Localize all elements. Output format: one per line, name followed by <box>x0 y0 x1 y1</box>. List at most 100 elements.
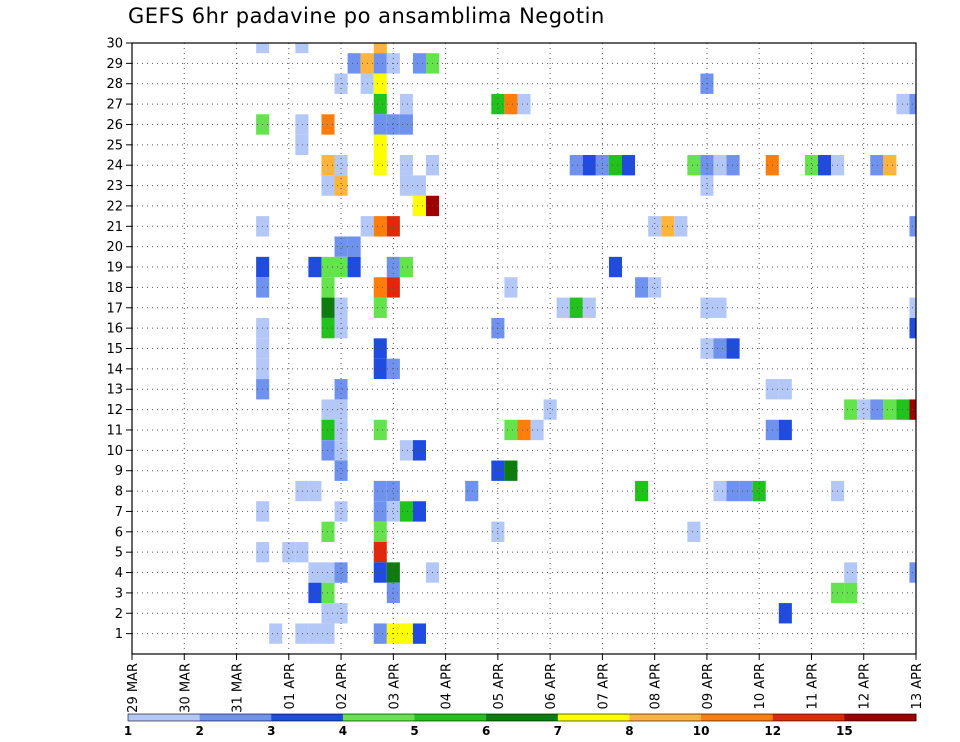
heatmap-cell <box>713 480 727 502</box>
heatmap-cell <box>308 480 322 502</box>
y-tick-label: 9 <box>115 464 123 479</box>
heatmap-cell <box>373 43 387 54</box>
heatmap-cell <box>269 623 283 644</box>
heatmap-cell <box>556 297 570 318</box>
colorbar-frame <box>127 713 917 722</box>
heatmap-cell <box>870 155 884 176</box>
heatmap-cell <box>373 501 387 522</box>
heatmap-cell <box>648 277 662 298</box>
colorbar-label: 5 <box>410 724 418 738</box>
colorbar-segment <box>342 714 416 721</box>
heatmap-cell <box>883 155 897 176</box>
y-tick-label: 12 <box>106 403 123 418</box>
heatmap-cell <box>700 155 714 176</box>
plot-frame <box>131 42 917 655</box>
heatmap-cell <box>256 43 270 54</box>
colorbar-label: 12 <box>764 724 781 738</box>
heatmap-cell <box>635 480 649 502</box>
heatmap-cell <box>674 216 688 237</box>
x-tick-label: 04 APR <box>440 663 455 709</box>
heatmap-cell <box>399 93 413 115</box>
x-tick-label: 03 APR <box>387 663 402 709</box>
heatmap-cell <box>386 256 400 278</box>
y-tick-label: 11 <box>106 423 123 438</box>
heatmap-cell <box>569 155 583 176</box>
heatmap-cell <box>386 501 400 522</box>
heatmap-cell <box>726 338 740 359</box>
x-tick-label: 01 APR <box>283 663 298 709</box>
y-tick-label: 22 <box>106 199 123 214</box>
heatmap-cell <box>713 338 727 359</box>
colorbar-label: 6 <box>482 724 490 738</box>
y-tick-label: 1 <box>115 627 123 642</box>
colorbar-label: 15 <box>836 724 853 738</box>
heatmap-cell <box>857 399 871 420</box>
heatmap-cell <box>295 134 309 156</box>
heatmap-cell <box>883 399 897 420</box>
y-tick-label: 10 <box>106 444 123 459</box>
heatmap-cell <box>687 521 701 542</box>
y-tick-label: 29 <box>106 57 123 72</box>
heatmap-cell <box>504 419 518 441</box>
heatmap-cell <box>844 562 858 583</box>
heatmap-cell <box>517 93 531 115</box>
y-tick-label: 24 <box>106 159 123 174</box>
heatmap-cell <box>282 541 296 563</box>
heatmap-cell <box>386 562 400 583</box>
y-tick-label: 3 <box>115 586 123 601</box>
x-tick-label: 09 APR <box>701 663 716 709</box>
heatmap-cell <box>295 541 309 563</box>
heatmap-cell <box>399 155 413 176</box>
y-tick-label: 2 <box>115 607 123 622</box>
colorbar-segment <box>772 714 845 721</box>
x-tick-label: 30 MAR <box>178 663 193 713</box>
heatmap-cell <box>334 236 348 257</box>
heatmap-cell <box>504 93 518 115</box>
heatmap-cell <box>308 582 322 604</box>
x-tick-label: 06 APR <box>544 663 559 709</box>
colorbar-segment <box>486 714 559 721</box>
heatmap-cell <box>373 216 387 237</box>
y-tick-label: 19 <box>106 261 123 276</box>
heatmap-cell <box>739 480 753 502</box>
x-tick-label: 31 MAR <box>231 663 246 713</box>
heatmap-cell <box>726 480 740 502</box>
colorbar-segment <box>414 714 487 721</box>
y-tick-label: 27 <box>106 98 123 113</box>
x-tick-label: 05 APR <box>492 663 507 709</box>
heatmap-cell <box>543 399 557 420</box>
x-tick-label: 29 MAR <box>126 663 141 713</box>
y-tick-label: 6 <box>115 525 123 540</box>
y-tick-label: 14 <box>106 362 123 377</box>
y-tick-label: 15 <box>106 342 123 357</box>
heatmap-cell <box>412 195 426 217</box>
heatmap-cell <box>373 114 387 135</box>
heatmap-cell <box>334 501 348 522</box>
y-tick-label: 28 <box>106 77 123 92</box>
heatmap-cell <box>347 53 361 74</box>
heatmap-cell <box>373 562 387 583</box>
heatmap-cell <box>844 399 858 420</box>
heatmap-cell <box>334 155 348 176</box>
heatmap-cell <box>804 155 818 176</box>
heatmap-cell <box>334 460 348 481</box>
heatmap-cell <box>373 338 387 359</box>
heatmap-cell <box>778 379 792 400</box>
heatmap-cell <box>308 256 322 278</box>
heatmap-cell <box>334 440 348 461</box>
heatmap-cell <box>412 440 426 461</box>
heatmap-cell <box>334 562 348 583</box>
colorbar-label: 8 <box>625 724 633 738</box>
colorbar-label: 2 <box>195 724 203 738</box>
heatmap-cell <box>334 175 348 196</box>
x-tick-label: 10 APR <box>753 663 768 709</box>
heatmap-cell <box>373 277 387 298</box>
heatmap-cell <box>373 521 387 542</box>
heatmap-cell <box>386 582 400 604</box>
heatmap-cell <box>347 256 361 278</box>
heatmap-cell <box>334 297 348 318</box>
colorbar-segment <box>629 714 702 721</box>
heatmap-cell <box>386 114 400 135</box>
